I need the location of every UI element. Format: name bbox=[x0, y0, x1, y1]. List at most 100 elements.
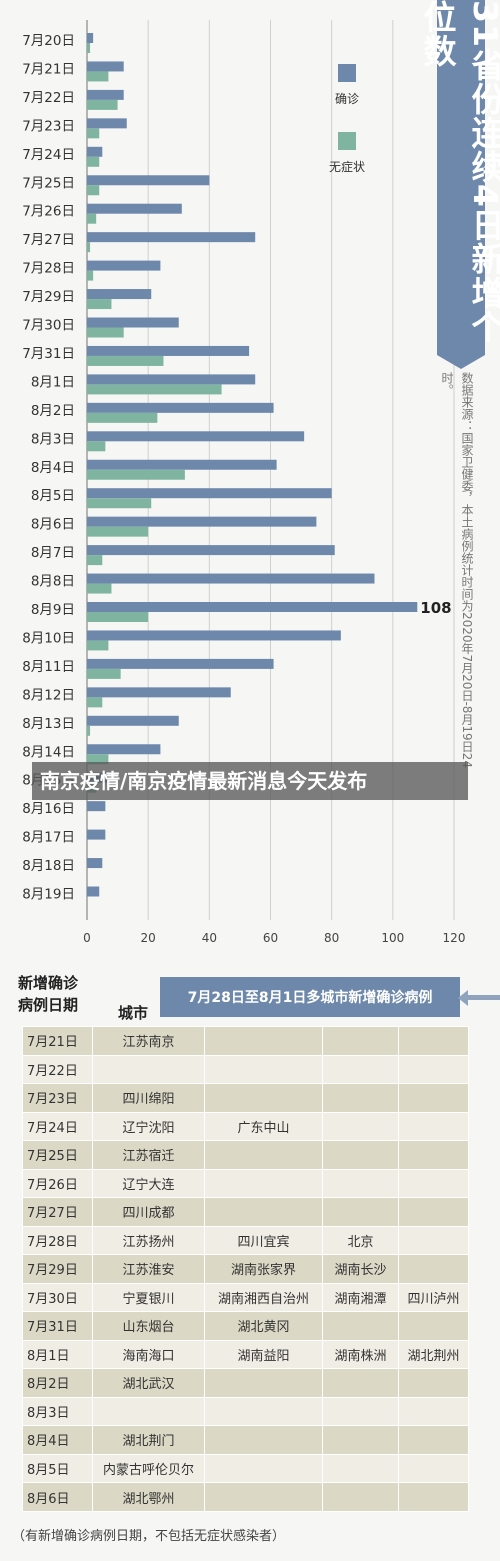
table-cell-city bbox=[398, 1254, 469, 1284]
table-cell-city: 北京 bbox=[322, 1225, 399, 1256]
table-cell-city: 湖北武汉 bbox=[92, 1368, 205, 1398]
table-cell-city bbox=[322, 1425, 399, 1455]
table-cell-date: 7月24日 bbox=[22, 1111, 93, 1142]
table-cell-city bbox=[322, 1453, 399, 1484]
bar-confirmed bbox=[87, 203, 182, 214]
legend-confirmed-label: 确诊 bbox=[335, 92, 360, 106]
table-cell-city bbox=[204, 1197, 323, 1227]
table-cell-city: 江苏扬州 bbox=[92, 1225, 205, 1256]
legend-asymptomatic-label: 无症状 bbox=[329, 160, 366, 174]
table-row: 8月5日 内蒙古呼伦贝尔 bbox=[22, 1453, 469, 1484]
x-tick-label: 60 bbox=[263, 931, 278, 945]
bar-confirmed bbox=[87, 402, 274, 413]
bar-confirmed bbox=[87, 374, 256, 385]
source-note: 数据来源：国家卫健委，本土病例统计时间为2020年7月20日-8月19日24时。 bbox=[440, 372, 474, 768]
table-cell-city bbox=[398, 1168, 469, 1199]
y-category-label: 7月30日 bbox=[22, 318, 75, 334]
bar-asymptomatic bbox=[87, 355, 164, 366]
y-category-label: 8月4日 bbox=[31, 460, 75, 476]
bar-confirmed bbox=[87, 715, 179, 726]
table-cell-city: 内蒙古呼伦贝尔 bbox=[92, 1453, 205, 1484]
bar-confirmed bbox=[87, 118, 127, 129]
table-cell-city: 湖北荆州 bbox=[398, 1339, 469, 1370]
bar-asymptomatic bbox=[87, 555, 103, 566]
y-category-label: 7月29日 bbox=[22, 289, 75, 305]
bar-asymptomatic bbox=[87, 384, 222, 395]
table-cell-city bbox=[398, 1225, 469, 1256]
table-cell-city bbox=[92, 1396, 205, 1427]
bar-confirmed bbox=[87, 744, 161, 755]
bar-asymptomatic bbox=[87, 583, 112, 594]
bar-asymptomatic bbox=[87, 640, 109, 651]
table-cell-city bbox=[398, 1425, 469, 1455]
bar-confirmed bbox=[87, 459, 277, 470]
city-table: 7月21日 江苏南京 7月22日 7月23日 四川绵阳 7月24日 辽宁沈阳 广东中山 7月25… bbox=[22, 1026, 469, 1512]
table-cell-city: 辽宁大连 bbox=[92, 1168, 205, 1199]
table-header-city: 城市 bbox=[118, 1004, 149, 1022]
bar-confirmed bbox=[87, 431, 305, 442]
y-category-label: 7月28日 bbox=[22, 261, 75, 277]
bar-asymptomatic bbox=[87, 185, 100, 196]
overlay-caption: 南京疫情/南京疫情最新消息今天发布 bbox=[32, 762, 468, 800]
table-cell-date: 7月27日 bbox=[22, 1197, 93, 1227]
table-cell-date: 8月1日 bbox=[22, 1339, 93, 1370]
bar-asymptomatic bbox=[87, 725, 91, 736]
bar-confirmed bbox=[87, 89, 124, 100]
bar-asymptomatic bbox=[87, 128, 100, 139]
bar-asymptomatic bbox=[87, 71, 109, 82]
chart-title-banner: 31省份连续4日新增个位数 bbox=[418, 0, 500, 369]
table-row: 7月24日 辽宁沈阳 广东中山 bbox=[22, 1111, 469, 1142]
table-cell-city: 湖南益阳 bbox=[204, 1339, 323, 1370]
table-cell-city: 宁夏银川 bbox=[92, 1282, 205, 1313]
bar-confirmed bbox=[87, 345, 250, 356]
table-row: 7月25日 江苏宿迁 bbox=[22, 1140, 469, 1170]
table-cell-city: 湖北荆门 bbox=[92, 1425, 205, 1455]
table-cell-city: 湖南湘潭 bbox=[322, 1282, 399, 1313]
bar-confirmed bbox=[87, 545, 335, 556]
table-cell-city: 湖北黄冈 bbox=[204, 1311, 323, 1341]
table-cell-city bbox=[204, 1168, 323, 1199]
y-category-label: 8月11日 bbox=[22, 659, 75, 675]
table-cell-city: 湖南湘西自治州 bbox=[204, 1282, 323, 1313]
legend-confirmed-swatch bbox=[338, 64, 356, 82]
table-cell-city: 海南海口 bbox=[92, 1339, 205, 1370]
table-row: 7月29日 江苏淮安 湖南张家界 湖南长沙 bbox=[22, 1254, 469, 1284]
bar-confirmed bbox=[87, 488, 332, 499]
bar-confirmed bbox=[87, 232, 256, 243]
table-cell-city: 江苏南京 bbox=[92, 1026, 205, 1056]
y-category-label: 8月1日 bbox=[31, 374, 75, 390]
table-cell-city bbox=[398, 1368, 469, 1398]
bar-confirmed bbox=[87, 886, 100, 897]
bar-asymptomatic bbox=[87, 469, 185, 480]
bar-asymptomatic bbox=[87, 697, 103, 708]
table-cell-date: 8月5日 bbox=[22, 1453, 93, 1484]
bar-asymptomatic bbox=[87, 299, 112, 310]
bar-confirmed bbox=[87, 317, 179, 328]
table-cell-city bbox=[398, 1482, 469, 1512]
table-row: 8月6日 湖北鄂州 bbox=[22, 1482, 469, 1512]
table-cell-city bbox=[322, 1168, 399, 1199]
y-category-label: 8月9日 bbox=[31, 602, 75, 618]
table-cell-city bbox=[322, 1396, 399, 1427]
table-cell-city: 湖南张家界 bbox=[204, 1254, 323, 1284]
y-category-label: 7月21日 bbox=[22, 61, 75, 77]
bar-asymptomatic bbox=[87, 213, 97, 224]
table-row: 7月28日 江苏扬州 四川宜宾 北京 bbox=[22, 1225, 469, 1256]
table-cell-city bbox=[398, 1311, 469, 1341]
table-cell-city bbox=[322, 1482, 399, 1512]
bar-confirmed bbox=[87, 175, 210, 186]
table-cell-city bbox=[322, 1368, 399, 1398]
table-cell-city bbox=[322, 1111, 399, 1142]
bar-confirmed bbox=[87, 573, 375, 584]
table-cell-city bbox=[204, 1083, 323, 1113]
y-category-label: 7月22日 bbox=[22, 90, 75, 106]
bar-asymptomatic bbox=[87, 43, 91, 53]
y-category-label: 7月23日 bbox=[22, 118, 75, 134]
bar-confirmed bbox=[87, 61, 124, 72]
legend-asymptomatic: 无症状 bbox=[329, 132, 365, 175]
table-cell-city bbox=[398, 1197, 469, 1227]
table-cell-city bbox=[398, 1111, 469, 1142]
y-category-label: 8月18日 bbox=[22, 858, 75, 874]
table-row: 7月27日 四川成都 bbox=[22, 1197, 469, 1227]
table-row: 8月2日 湖北武汉 bbox=[22, 1368, 469, 1398]
